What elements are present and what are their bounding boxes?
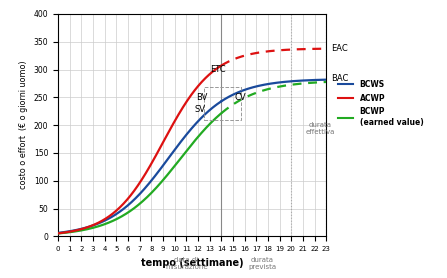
- Text: EAC: EAC: [331, 44, 347, 53]
- Y-axis label: costo o effort  (€ o giorni uomo): costo o effort (€ o giorni uomo): [19, 61, 28, 189]
- X-axis label: tempo (settimane): tempo (settimane): [141, 258, 244, 268]
- Text: durata
prevista: durata prevista: [248, 257, 276, 270]
- Text: data di
misurazione: data di misurazione: [165, 257, 208, 270]
- Legend: BCWS, ACWP, BCWP
(earned value): BCWS, ACWP, BCWP (earned value): [338, 80, 423, 126]
- Text: BAC: BAC: [331, 75, 348, 83]
- Text: CV: CV: [234, 93, 246, 101]
- Text: durata
effettiva: durata effettiva: [306, 122, 335, 135]
- Text: BV: BV: [196, 93, 208, 101]
- Bar: [204, 87, 241, 120]
- Text: SV: SV: [194, 105, 206, 114]
- Text: ETC: ETC: [210, 65, 225, 74]
